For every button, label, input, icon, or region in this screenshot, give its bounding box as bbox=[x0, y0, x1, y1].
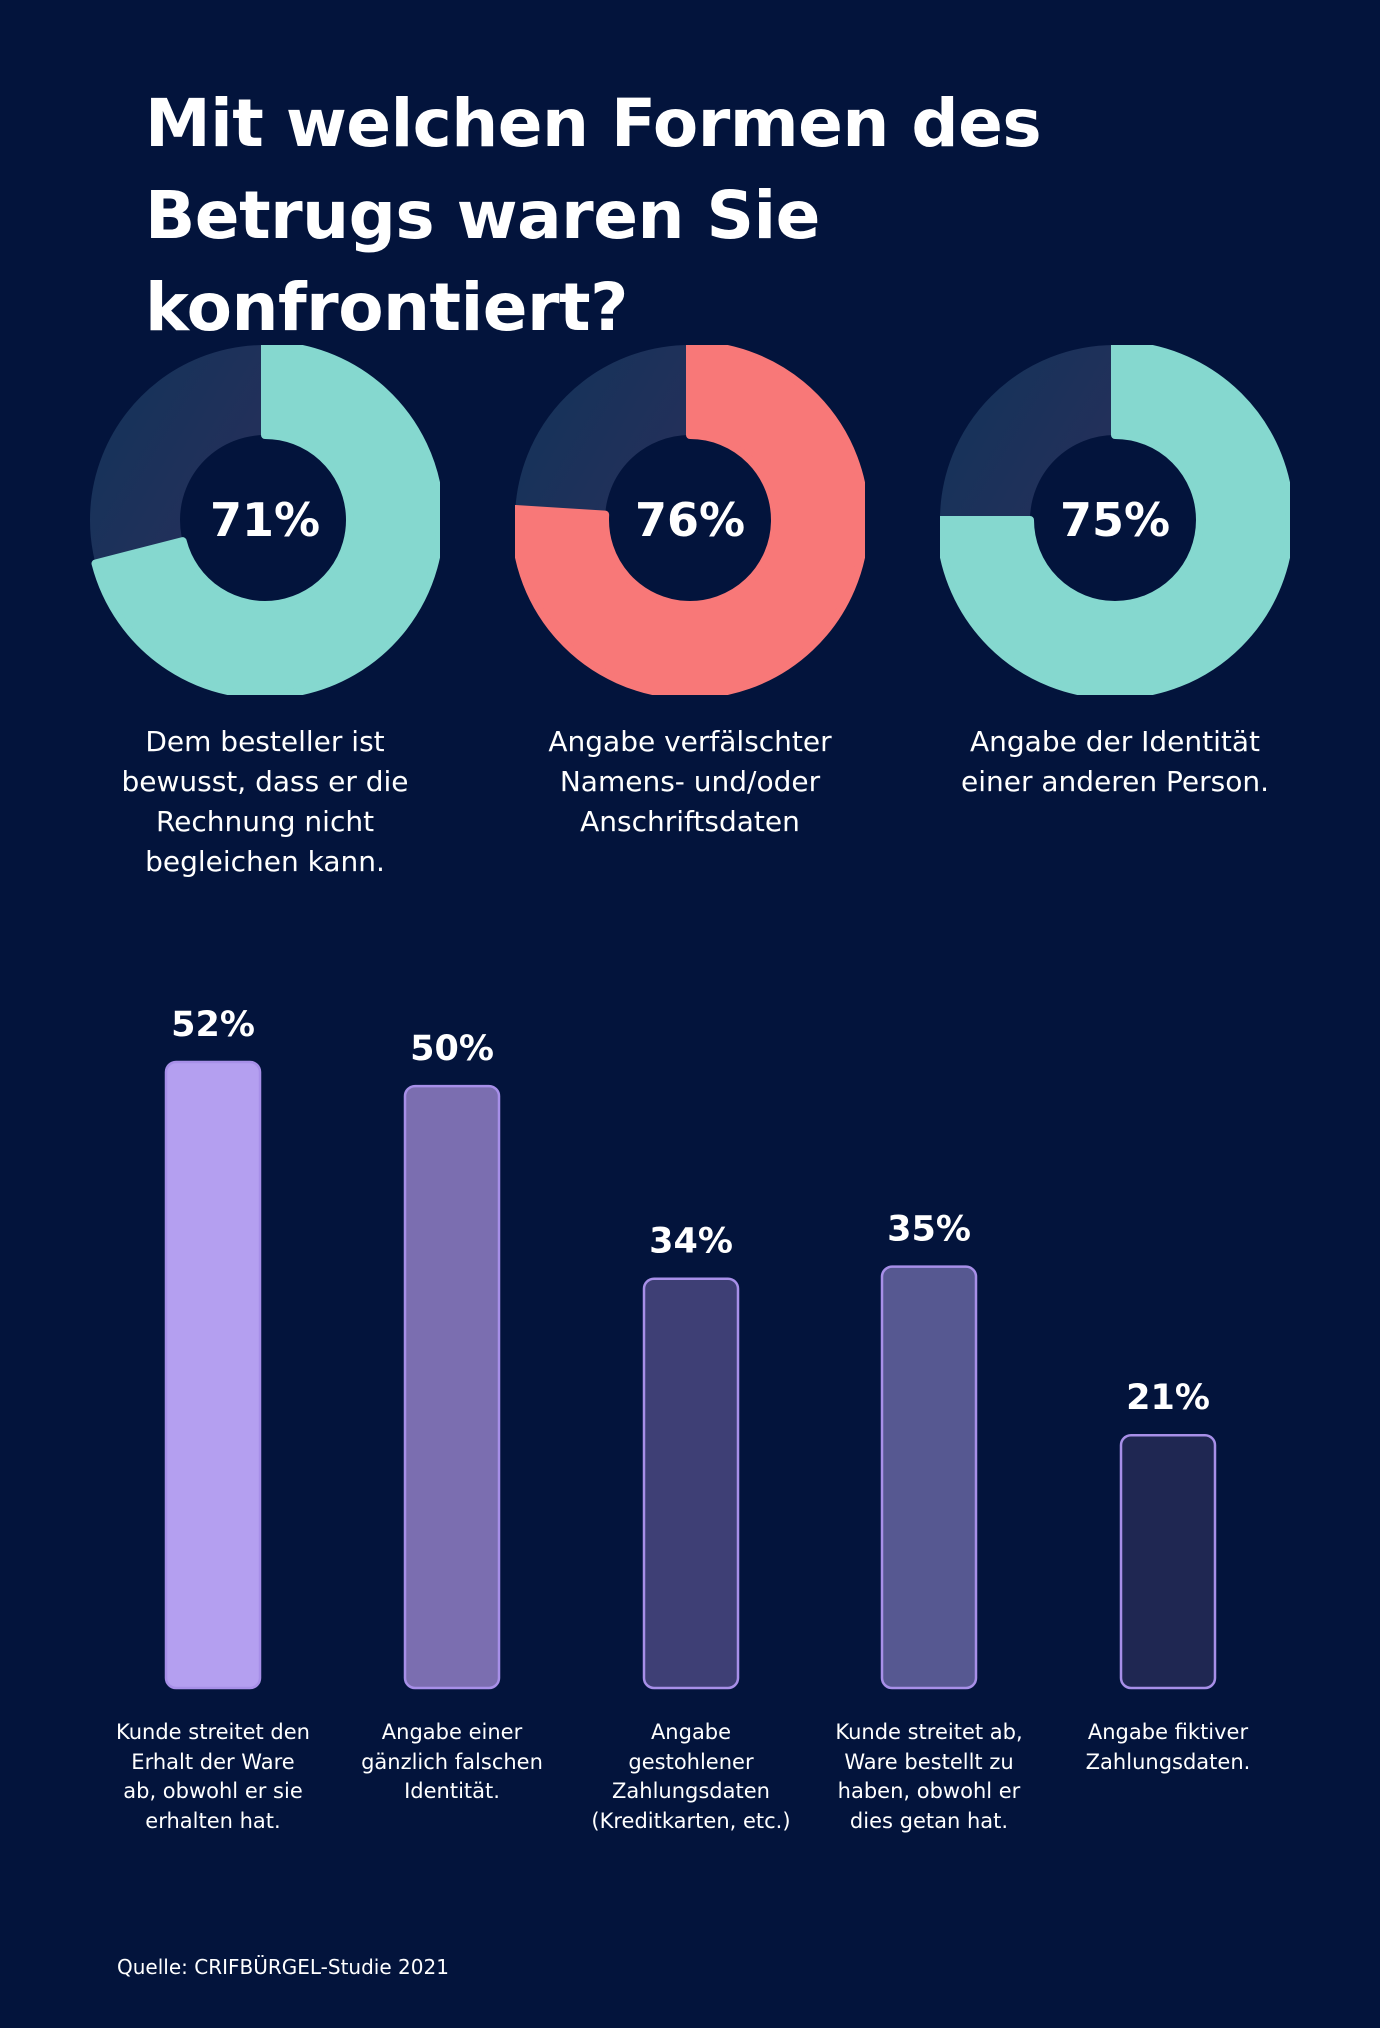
bar-category-label-line: (Kreditkarten, etc.) bbox=[591, 1808, 791, 1833]
donut-label-line: Dem besteller ist bbox=[145, 725, 385, 758]
bar-category-label-line: Ware bestellt zu bbox=[844, 1749, 1014, 1774]
donut-chart-3: 75% bbox=[940, 345, 1290, 695]
donut-label-1: Dem besteller ist bewusst, dass er die Rec… bbox=[65, 722, 465, 882]
donut-label-line: Anschriftsdaten bbox=[580, 805, 800, 838]
donut-label-line: Rechnung nicht bbox=[155, 805, 375, 838]
donut-label-line: einer anderen Person. bbox=[960, 765, 1270, 798]
donut-label-line: Angabe verfälschter bbox=[548, 725, 832, 758]
bar-value-label: 52% bbox=[171, 1005, 255, 1045]
bar-category-label-line: Angabe einer bbox=[381, 1720, 523, 1744]
donut-slice bbox=[515, 345, 865, 695]
bar-category-label-line: gänzlich falschen bbox=[361, 1749, 543, 1774]
bar-category-label-line: Angabe fiktiver bbox=[1087, 1720, 1249, 1744]
bar bbox=[1119, 1433, 1217, 1690]
donut-chart-1: 71% bbox=[90, 345, 440, 695]
donut-label-line: Angabe der Identität bbox=[969, 725, 1261, 758]
donut-label-2: Angabe verfälschter Namens- und/oder Ansch… bbox=[490, 722, 890, 842]
bar bbox=[642, 1277, 740, 1690]
bar-category-label: Kunde streitet ab, Ware bestellt zu haben,… bbox=[814, 1718, 1044, 1836]
bar bbox=[164, 1060, 262, 1690]
bar bbox=[880, 1265, 978, 1690]
bar-category-label: Angabe fiktiver Zahlungsdaten. bbox=[1053, 1718, 1283, 1777]
chart-title: Mit welchen Formen des Betrugs waren Sie… bbox=[145, 78, 1295, 354]
bar-category-label-line: erhalten hat. bbox=[145, 1808, 281, 1833]
donut-label-line: bewusst, dass er die bbox=[121, 765, 409, 798]
bar-category-label-line: haben, obwohl er bbox=[837, 1779, 1021, 1803]
donut-slice bbox=[940, 345, 1290, 695]
bar-category-label-line: Erhalt der Ware bbox=[131, 1749, 295, 1774]
bar bbox=[403, 1084, 501, 1690]
bar-category-label-line: dies getan hat. bbox=[849, 1808, 1009, 1833]
bar-category-label: Angabe gestohlener Zahlungsdaten (Kreditkar… bbox=[576, 1718, 806, 1836]
donut-label-3: Angabe der Identität einer anderen Person… bbox=[915, 722, 1315, 802]
bar-category-label-line: Kunde streitet ab, bbox=[835, 1720, 1023, 1744]
bar-value-label: 35% bbox=[887, 1210, 971, 1250]
donut-chart-2: 76% bbox=[515, 345, 865, 695]
bar-category-label-line: Angabe bbox=[650, 1720, 732, 1744]
title-line-1: Mit welchen Formen des bbox=[145, 85, 1042, 162]
bar-value-label: 21% bbox=[1126, 1378, 1210, 1418]
donut-label-line: Namens- und/oder bbox=[559, 765, 821, 798]
donut-value-label: 75% bbox=[1060, 493, 1170, 547]
bar-value-label: 50% bbox=[410, 1029, 494, 1069]
bar-category-label-line: ab, obwohl er sie bbox=[123, 1779, 303, 1803]
bar-category-label: Angabe einer gänzlich falschen Identität. bbox=[337, 1718, 567, 1807]
bar-category-label-line: Zahlungsdaten bbox=[612, 1779, 770, 1803]
bar-value-label: 34% bbox=[649, 1222, 733, 1262]
donut-label-line: begleichen kann. bbox=[145, 845, 385, 878]
bar-category-label-line: gestohlener bbox=[628, 1749, 754, 1774]
source-note: Quelle: CRIFBÜRGEL-Studie 2021 bbox=[117, 1955, 449, 1979]
bar-category-label-line: Zahlungsdaten. bbox=[1085, 1749, 1251, 1774]
donut-value-label: 76% bbox=[635, 493, 745, 547]
donut-slice bbox=[91, 345, 440, 695]
bar-category-label-line: Kunde streitet den bbox=[116, 1720, 310, 1744]
bar-category-label: Kunde streitet den Erhalt der Ware ab, obw… bbox=[98, 1718, 328, 1836]
title-line-2: Betrugs waren Sie konfrontiert? bbox=[145, 177, 820, 346]
bar-category-label-line: Identität. bbox=[404, 1779, 500, 1803]
donut-value-label: 71% bbox=[210, 493, 320, 547]
